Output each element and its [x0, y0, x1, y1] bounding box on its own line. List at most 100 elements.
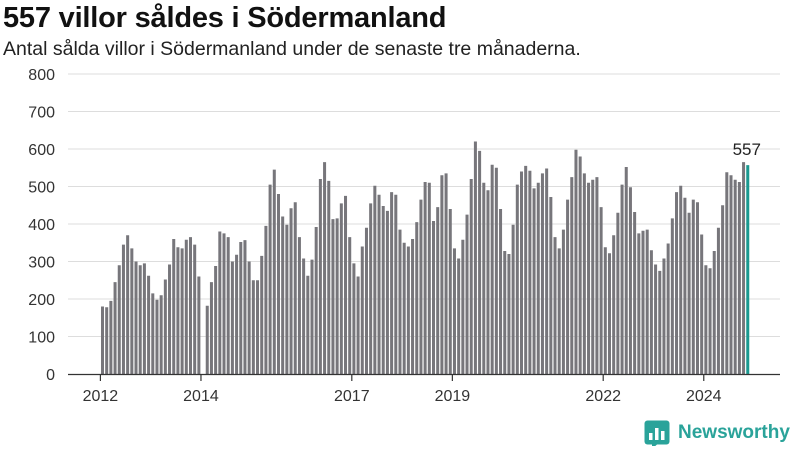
y-tick-label: 700 [28, 105, 55, 122]
bar [649, 250, 653, 374]
x-tick-label: 2022 [585, 388, 621, 405]
bar [628, 187, 632, 374]
bar [695, 202, 699, 374]
bar [603, 247, 607, 374]
bar [436, 207, 440, 375]
bar [394, 194, 398, 374]
bar [587, 182, 591, 374]
bar [721, 205, 725, 374]
bar [289, 208, 293, 374]
bar [314, 227, 318, 374]
bar [348, 237, 352, 375]
bar [344, 195, 348, 375]
y-tick-label: 200 [28, 292, 55, 309]
bar [184, 239, 188, 374]
highlight-value-label: 557 [733, 140, 761, 159]
bar [675, 192, 679, 375]
bar [302, 258, 306, 374]
bar [561, 229, 565, 375]
bar [737, 182, 741, 374]
bar [297, 237, 301, 375]
bar [293, 202, 297, 374]
y-tick-label: 600 [28, 142, 55, 159]
bar [251, 280, 255, 374]
bar [582, 173, 586, 375]
bar [214, 266, 218, 374]
bar [637, 233, 641, 375]
bar [268, 184, 272, 375]
bar [599, 207, 603, 375]
bar [390, 192, 394, 375]
bar [633, 212, 637, 374]
bar [193, 244, 197, 375]
x-axis: 2012 2014 2017 2019 2022 2024 [68, 373, 780, 405]
bar [419, 199, 423, 375]
x-tick-label: 2019 [435, 388, 471, 405]
bar [402, 242, 406, 374]
bar [226, 237, 230, 375]
bar [310, 259, 314, 375]
bar [700, 234, 704, 374]
bar [683, 197, 687, 374]
bar [574, 149, 578, 374]
annotations: 557 [733, 140, 761, 159]
bar [197, 276, 201, 374]
bar [381, 206, 385, 374]
bar [285, 224, 289, 374]
bar [473, 141, 477, 374]
bar [356, 276, 360, 374]
bar [716, 227, 720, 374]
bar [461, 239, 465, 374]
bar [457, 258, 461, 374]
bar [318, 179, 322, 374]
bar [742, 162, 746, 375]
bar [553, 237, 557, 375]
bar [306, 275, 310, 374]
bar [499, 209, 503, 374]
bar [725, 172, 729, 374]
bar [377, 194, 381, 374]
bar [230, 261, 234, 374]
bar [147, 275, 151, 374]
bar [105, 307, 109, 374]
bar [163, 279, 167, 374]
bar [352, 263, 356, 375]
bar [398, 229, 402, 375]
bar [494, 167, 498, 374]
bar [532, 188, 536, 375]
bar [339, 203, 343, 375]
bar [524, 165, 528, 375]
bar [138, 265, 142, 374]
y-tick-label: 0 [46, 367, 55, 384]
bar [327, 180, 331, 375]
x-tick-label: 2024 [686, 388, 722, 405]
bar [708, 268, 712, 374]
bar [687, 212, 691, 374]
bar [733, 179, 737, 374]
bar [519, 171, 524, 374]
bar [658, 270, 662, 375]
bar [507, 254, 511, 374]
bar [130, 248, 134, 375]
newsworthy-logo: Newsworthy [644, 419, 790, 447]
y-tick-label: 800 [28, 67, 55, 84]
bar [243, 240, 247, 375]
bar [109, 300, 113, 375]
bar [566, 199, 570, 375]
y-tick-label: 300 [28, 255, 55, 272]
bar [482, 182, 486, 374]
bar [235, 254, 239, 374]
bar [712, 251, 716, 374]
bar [369, 203, 373, 375]
bar [117, 265, 121, 374]
bar [155, 299, 159, 374]
bar [578, 156, 582, 374]
bar [134, 261, 138, 374]
bar [444, 173, 448, 375]
x-tick-label: 2017 [334, 388, 370, 405]
bar [624, 167, 628, 374]
bar [528, 170, 532, 374]
bar [465, 214, 469, 375]
bar [276, 194, 280, 374]
bar [209, 282, 213, 375]
